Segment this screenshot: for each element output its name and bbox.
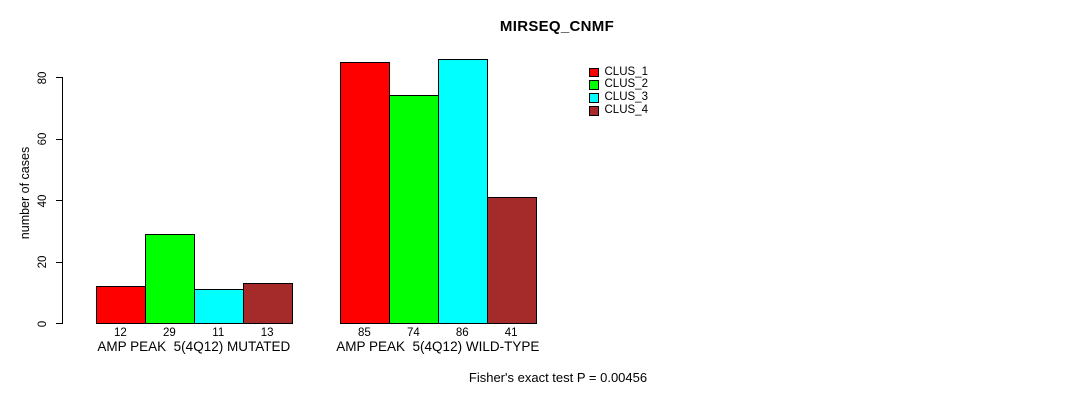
group-label: AMP PEAK 5(4Q12) MUTATED xyxy=(97,339,291,354)
legend-swatch-clus_3 xyxy=(589,93,599,103)
legend-label: CLUS_1 xyxy=(604,65,648,78)
bar-clus_3 xyxy=(437,58,488,324)
y-axis-line xyxy=(62,77,63,324)
bar-value-label: 86 xyxy=(455,327,469,339)
bar-clus_1 xyxy=(340,61,390,324)
bar-value-label: 12 xyxy=(114,327,127,339)
bar-clus_4 xyxy=(242,283,293,324)
legend-item-clus_3: CLUS_3 xyxy=(589,92,648,105)
chart-title: MIRSEQ_CNMF xyxy=(499,18,615,35)
bar-value-label: 85 xyxy=(358,327,371,339)
y-axis-tick-label: 20 xyxy=(37,255,49,269)
y-axis-tick-label: 60 xyxy=(37,132,49,146)
y-axis-label: number of cases xyxy=(18,146,32,240)
legend-swatch-clus_2 xyxy=(589,80,599,90)
bar-clus_4 xyxy=(486,196,537,324)
bar-clus_2 xyxy=(388,95,439,324)
bar-value-label: 41 xyxy=(504,327,518,339)
y-axis-tick xyxy=(56,323,62,324)
group-label: AMP PEAK 5(4Q12) WILD-TYPE xyxy=(336,339,540,354)
legend-swatch-clus_1 xyxy=(589,67,599,78)
bar-clus_3 xyxy=(193,289,244,324)
y-axis-tick xyxy=(56,200,62,201)
bar-value-label: 13 xyxy=(260,327,274,339)
legend-label: CLUS_4 xyxy=(604,104,648,117)
legend-label: CLUS_3 xyxy=(604,91,648,104)
bar-value-label: 74 xyxy=(406,327,420,339)
legend-item-clus_4: CLUS_4 xyxy=(589,104,648,117)
y-axis-tick xyxy=(56,77,62,78)
y-axis-tick xyxy=(56,261,62,263)
y-axis-tick-label: 0 xyxy=(37,320,49,327)
bar-value-label: 29 xyxy=(162,327,176,339)
y-axis-tick-label: 40 xyxy=(37,194,49,207)
legend-label: CLUS_2 xyxy=(604,78,648,91)
fisher-test-annotation: Fisher's exact test P = 0.00456 xyxy=(468,370,648,385)
legend: CLUS_1 CLUS_2 CLUS_3 CLUS_4 xyxy=(589,66,648,117)
bar-clus_1 xyxy=(96,286,146,324)
legend-item-clus_2: CLUS_2 xyxy=(589,79,648,92)
y-axis-tick-label: 80 xyxy=(37,71,49,84)
legend-item-clus_1: CLUS_1 xyxy=(589,66,648,79)
bar-clus_2 xyxy=(144,233,195,324)
bar-value-label: 11 xyxy=(212,327,225,339)
legend-swatch-clus_4 xyxy=(589,106,599,116)
y-axis-tick xyxy=(56,138,62,140)
